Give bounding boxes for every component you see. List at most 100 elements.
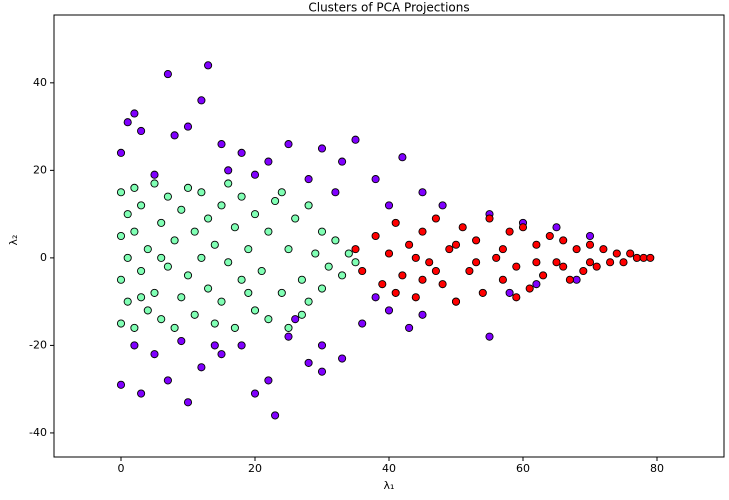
point bbox=[197, 363, 206, 372]
point bbox=[612, 249, 621, 258]
point bbox=[284, 140, 293, 149]
point bbox=[264, 376, 273, 385]
point bbox=[478, 288, 487, 297]
point bbox=[116, 319, 126, 328]
point bbox=[190, 227, 199, 236]
point bbox=[183, 398, 193, 407]
point bbox=[458, 223, 467, 232]
point bbox=[344, 249, 353, 258]
point bbox=[264, 315, 273, 324]
y-tick-label: 20 bbox=[33, 163, 47, 176]
point bbox=[592, 262, 601, 271]
point bbox=[116, 188, 126, 197]
point bbox=[485, 332, 494, 341]
point bbox=[599, 245, 608, 254]
point bbox=[492, 253, 501, 262]
point bbox=[244, 245, 253, 254]
point bbox=[384, 306, 394, 315]
point bbox=[291, 315, 300, 324]
point bbox=[405, 240, 414, 249]
point bbox=[163, 192, 172, 201]
point bbox=[451, 240, 461, 249]
x-tick-label: 40 bbox=[382, 462, 396, 475]
point bbox=[210, 319, 219, 328]
point bbox=[338, 157, 347, 166]
point bbox=[331, 236, 340, 245]
point bbox=[217, 350, 226, 359]
point bbox=[217, 297, 226, 306]
point bbox=[224, 179, 233, 188]
x-tick-label: 60 bbox=[516, 462, 530, 475]
point bbox=[197, 188, 206, 197]
point bbox=[418, 310, 427, 319]
point bbox=[632, 253, 641, 262]
point bbox=[585, 231, 595, 241]
point bbox=[277, 288, 286, 297]
point bbox=[271, 196, 280, 206]
point bbox=[358, 319, 367, 328]
point bbox=[157, 253, 166, 262]
point bbox=[606, 258, 615, 267]
point bbox=[143, 245, 152, 254]
point bbox=[311, 249, 320, 258]
point bbox=[204, 61, 213, 70]
point bbox=[485, 214, 494, 223]
point bbox=[130, 109, 139, 118]
point bbox=[210, 341, 219, 350]
x-tick-label: 20 bbox=[248, 462, 262, 475]
point bbox=[451, 297, 461, 306]
point bbox=[411, 293, 420, 302]
point bbox=[150, 288, 159, 297]
point bbox=[371, 293, 380, 302]
point bbox=[559, 236, 568, 245]
point bbox=[284, 332, 293, 341]
point bbox=[237, 148, 246, 157]
point bbox=[163, 262, 172, 271]
point bbox=[264, 227, 273, 236]
point bbox=[498, 245, 507, 254]
point bbox=[197, 96, 206, 105]
point bbox=[418, 188, 427, 197]
point bbox=[391, 218, 400, 227]
point bbox=[284, 245, 293, 254]
point bbox=[250, 210, 260, 219]
point bbox=[297, 275, 306, 284]
y-tick-label: -20 bbox=[29, 338, 47, 351]
point bbox=[224, 258, 233, 267]
point bbox=[237, 192, 246, 201]
point bbox=[518, 223, 528, 232]
point bbox=[177, 336, 186, 346]
point bbox=[210, 240, 219, 249]
point bbox=[398, 271, 407, 280]
point bbox=[230, 223, 239, 232]
point bbox=[472, 258, 481, 267]
y-axis-label: λ₂ bbox=[7, 235, 20, 246]
point bbox=[130, 341, 139, 350]
point bbox=[137, 389, 146, 398]
point bbox=[163, 376, 172, 385]
point bbox=[331, 188, 340, 197]
point bbox=[224, 166, 233, 175]
point bbox=[230, 323, 239, 332]
point bbox=[130, 227, 139, 236]
y-tick-label: -40 bbox=[29, 426, 47, 439]
point bbox=[143, 306, 152, 315]
point bbox=[217, 201, 226, 210]
point bbox=[512, 262, 521, 271]
point bbox=[244, 288, 253, 297]
point bbox=[545, 231, 554, 241]
point bbox=[552, 258, 561, 267]
point bbox=[250, 306, 260, 315]
point bbox=[304, 297, 313, 306]
y-tick-label: 0 bbox=[40, 251, 47, 264]
point bbox=[217, 140, 226, 149]
x-tick-label: 0 bbox=[118, 462, 125, 475]
point bbox=[123, 253, 132, 262]
point bbox=[150, 170, 159, 179]
point bbox=[170, 236, 179, 245]
point bbox=[197, 253, 206, 262]
point bbox=[438, 201, 447, 210]
point bbox=[438, 280, 447, 289]
